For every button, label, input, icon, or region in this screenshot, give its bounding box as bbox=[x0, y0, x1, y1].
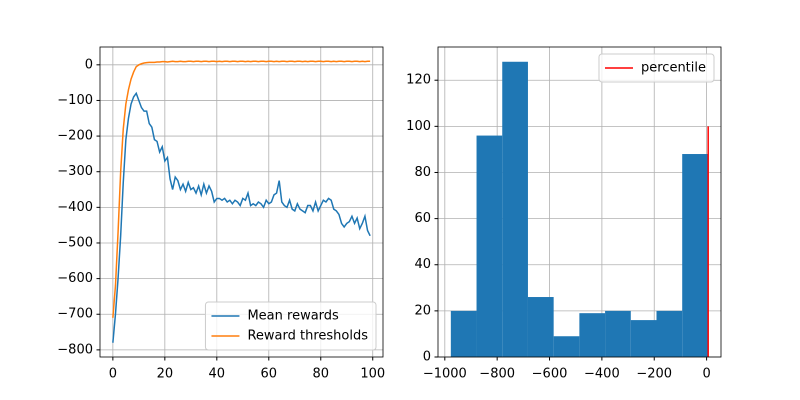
x-tick-label: 20 bbox=[157, 367, 174, 382]
y-tick-label: 40 bbox=[414, 257, 431, 272]
y-tick-label: −800 bbox=[57, 342, 93, 357]
legend-frame bbox=[598, 53, 715, 83]
x-tick-label: 0 bbox=[109, 367, 117, 382]
legend-frame bbox=[204, 301, 377, 351]
legend-label: percentile bbox=[641, 61, 706, 76]
histogram-bar bbox=[450, 310, 477, 357]
histogram-bar bbox=[682, 154, 708, 357]
x-tick-label: −800 bbox=[479, 367, 515, 382]
x-tick-label: 60 bbox=[261, 367, 278, 382]
line-series bbox=[112, 91, 371, 343]
axes: 0 20 40 60 80 100 −800 −700 −600 −500 −400 −300 −200… bbox=[57, 46, 385, 382]
y-tick-label: 80 bbox=[414, 165, 431, 180]
y-tick-label: −600 bbox=[57, 271, 93, 286]
y-tick-label: −700 bbox=[57, 307, 93, 322]
legend: percentile bbox=[598, 53, 715, 83]
axes: −1000 −800 −600 −400 −200 0 0 20 40 60 80 100 120 per… bbox=[406, 46, 722, 382]
y-tick-label: −100 bbox=[57, 93, 93, 108]
y-tick-label: −300 bbox=[57, 164, 93, 179]
histogram-bar bbox=[630, 320, 657, 357]
legend-label: Reward thresholds bbox=[247, 329, 368, 344]
line-series bbox=[112, 60, 371, 318]
y-tick-label: −400 bbox=[57, 200, 93, 215]
axes-frame bbox=[99, 46, 384, 358]
y-tick-label: 60 bbox=[414, 211, 431, 226]
y-tick-label: 0 bbox=[85, 57, 93, 72]
legend-label: Mean rewards bbox=[247, 309, 339, 324]
x-tick-label: 40 bbox=[209, 367, 226, 382]
legend: Mean rewards Reward thresholds bbox=[204, 301, 377, 351]
x-tick-label: −200 bbox=[636, 367, 672, 382]
x-tick-label: −600 bbox=[532, 367, 568, 382]
histogram-bar bbox=[527, 297, 554, 357]
y-tick-label: 100 bbox=[406, 119, 431, 134]
histogram-bar bbox=[579, 313, 606, 357]
y-tick-label: 20 bbox=[414, 303, 431, 318]
axes-frame bbox=[437, 46, 722, 358]
x-tick-label: 100 bbox=[360, 367, 385, 382]
y-tick-label: 0 bbox=[423, 350, 431, 365]
x-tick-label: −1000 bbox=[423, 367, 467, 382]
histogram-bar bbox=[553, 336, 580, 357]
histogram-bar bbox=[502, 61, 528, 358]
y-tick-label: −200 bbox=[57, 129, 93, 144]
histogram-bar bbox=[656, 310, 683, 357]
x-tick-label: −400 bbox=[584, 367, 620, 382]
histogram-bar bbox=[476, 135, 503, 357]
x-tick-label: 0 bbox=[702, 367, 710, 382]
x-tick-label: 80 bbox=[312, 367, 329, 382]
histogram-bar bbox=[605, 310, 631, 357]
y-tick-label: −500 bbox=[57, 235, 93, 250]
y-tick-label: 120 bbox=[406, 73, 431, 88]
